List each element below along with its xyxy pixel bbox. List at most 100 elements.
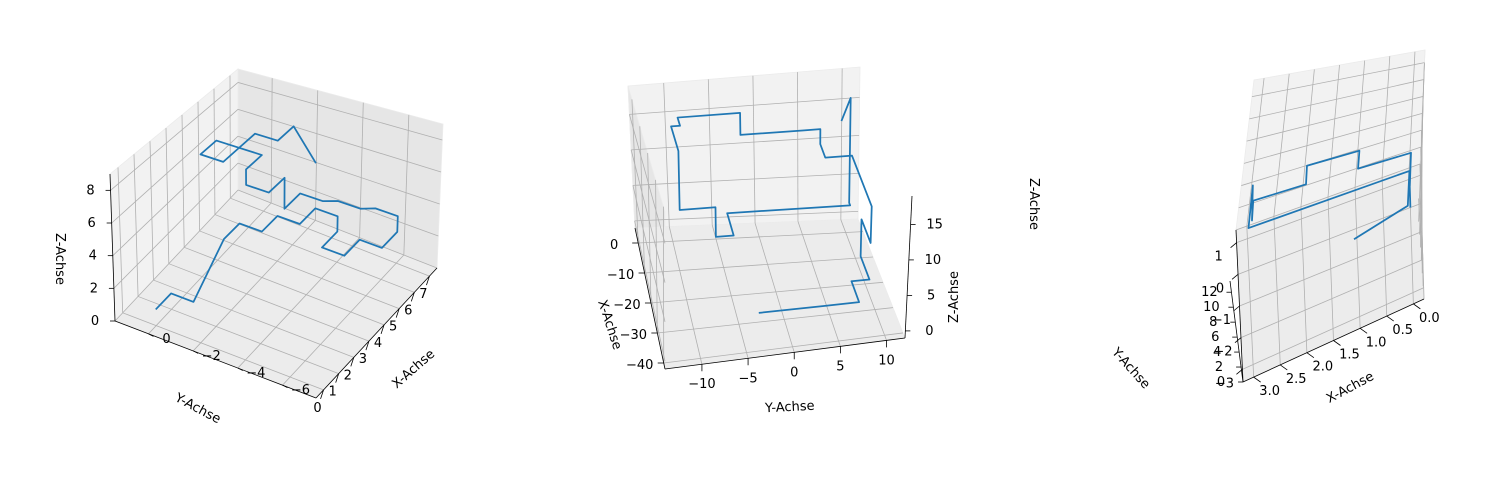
gridline: [638, 231, 864, 244]
chart-panel-3: 0.0 0.5 1.0 1.5 2.0 2.5 3.0 X-Achse −3 −2 −1 0 1 Y-Ac…: [1026, 49, 1440, 407]
x-axis-line: [315, 267, 438, 399]
gridline: [117, 167, 124, 313]
x-axis-title: X-Achse: [1324, 369, 1377, 406]
x-tick-label: 2.0: [1313, 360, 1334, 375]
gridline: [634, 211, 859, 222]
z-tick-label: 2: [90, 281, 98, 296]
z-tick-label: 0: [91, 314, 99, 329]
y-tick: [395, 308, 400, 318]
x-tick: [1306, 352, 1315, 359]
y-tick-label: 5: [836, 359, 844, 374]
x-tick-label: −40: [626, 358, 653, 373]
y-tick: [1231, 274, 1239, 280]
data-trace-line: [155, 125, 399, 311]
gridline: [634, 220, 666, 362]
gridline: [840, 68, 843, 220]
y-tick-label: 7: [419, 287, 427, 302]
gridline: [1237, 203, 1422, 275]
gridline: [153, 279, 354, 358]
z-axis-line: [904, 195, 913, 339]
z-tick-label: 10: [1203, 300, 1220, 315]
x-tick-label: −20: [613, 298, 640, 313]
y-tick-label: 0: [790, 365, 798, 380]
x-tick: [1359, 327, 1368, 334]
gridline: [237, 162, 439, 237]
y-tick-label: 0: [313, 401, 321, 416]
gridline: [1300, 69, 1315, 207]
gridline: [165, 128, 170, 264]
gridline: [149, 141, 154, 281]
x-tick: [1413, 303, 1421, 310]
z-axis-title: Z-Achse: [947, 271, 962, 323]
gridline: [1243, 112, 1423, 164]
x-tick: [1253, 376, 1261, 383]
y-tick-label: −10: [688, 377, 715, 392]
gridline: [199, 230, 400, 309]
gridline: [754, 223, 795, 353]
z-tick-label: 15: [926, 217, 943, 232]
y-tick-label: 3: [359, 352, 367, 367]
y-axis-line: [664, 337, 906, 370]
gridline: [282, 254, 405, 386]
gridline: [632, 173, 859, 186]
gridline: [1249, 79, 1424, 120]
y-tick-label: −5: [738, 371, 757, 386]
gridline: [181, 114, 185, 248]
gridline: [214, 214, 415, 293]
gridline: [112, 135, 239, 256]
gridline: [111, 109, 239, 224]
gridline: [1246, 78, 1265, 227]
x-tick-label: 0: [162, 332, 170, 347]
gridline: [632, 185, 666, 322]
gridline: [631, 99, 639, 244]
x-axis-line: [634, 227, 666, 370]
z-tick-label: 12: [1201, 285, 1218, 300]
gridline: [1238, 146, 1421, 209]
x-tick-label: −6: [291, 383, 310, 398]
y-tick-label: 5: [389, 320, 397, 335]
y-tick-label: −2: [1213, 345, 1232, 360]
gridline: [113, 162, 239, 289]
gridline: [1246, 96, 1424, 142]
y-axis-title: Y-Achse: [764, 399, 815, 417]
gridline: [639, 126, 645, 274]
z-tick-label: 6: [88, 216, 96, 231]
z-axis-line: [109, 173, 116, 322]
gridline: [270, 78, 273, 204]
y-tick-label: 0: [1216, 281, 1224, 296]
gridline: [133, 154, 139, 297]
gridline: [1242, 287, 1424, 370]
z-tick-label: 0: [925, 324, 933, 339]
y-axis-line: [114, 320, 317, 399]
gridline: [192, 220, 316, 352]
y-tick-label: 6: [404, 303, 412, 318]
x-tick-label: −4: [246, 366, 265, 381]
x-tick-label: −30: [620, 328, 647, 343]
gridline: [122, 312, 324, 391]
gridline: [114, 189, 239, 322]
gridline: [184, 246, 385, 326]
x-tick-label: −10: [607, 268, 634, 283]
gridline: [110, 82, 239, 191]
gridline: [644, 256, 874, 274]
y-tick-label: 2: [344, 368, 352, 383]
y-tick-label: −3: [1215, 376, 1234, 391]
gridline: [237, 108, 442, 173]
data-trace-line: [1247, 149, 1412, 241]
z-axis-line: [1229, 280, 1244, 383]
y-tick: [426, 275, 430, 286]
z-axis-title: Z-Achse: [1026, 178, 1041, 230]
x-tick-label: 2.5: [1286, 372, 1307, 387]
y-tick-label: 4: [374, 336, 382, 351]
gridline: [711, 224, 749, 359]
gridline: [629, 114, 666, 244]
gridline: [797, 221, 841, 347]
gridline: [663, 83, 670, 227]
gridline: [137, 296, 339, 374]
y-tick-label: 1: [329, 385, 337, 400]
gridline: [1239, 231, 1423, 307]
x-tick-label: 0.0: [1419, 311, 1440, 326]
z-tick-label: 0: [1217, 375, 1225, 390]
gridline: [230, 197, 430, 277]
